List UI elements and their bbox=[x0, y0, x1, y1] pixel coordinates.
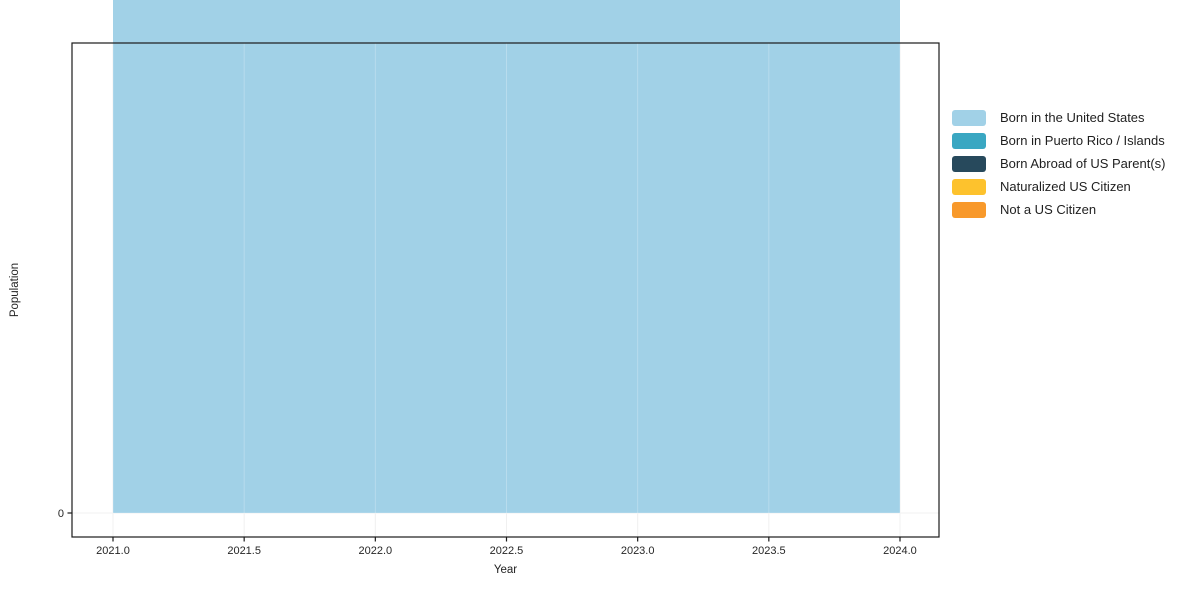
legend-item-born-abroad-of-us-parent-s: Born Abroad of US Parent(s) bbox=[952, 152, 1165, 175]
legend-item-not-a-us-citizen: Not a US Citizen bbox=[952, 198, 1165, 221]
legend-item-born-in-the-united-states: Born in the United States bbox=[952, 106, 1165, 129]
x-tick-label: 2021.0 bbox=[96, 545, 130, 557]
legend-label: Born in Puerto Rico / Islands bbox=[1000, 133, 1165, 148]
legend-label: Born Abroad of US Parent(s) bbox=[1000, 156, 1166, 171]
x-tick-label: 2022.5 bbox=[490, 545, 524, 557]
x-tick-label: 2023.5 bbox=[752, 545, 786, 557]
legend-item-naturalized-us-citizen: Naturalized US Citizen bbox=[952, 175, 1165, 198]
legend-swatch bbox=[952, 155, 986, 172]
y-axis-title: Population bbox=[9, 262, 21, 318]
x-tick-label: 2022.0 bbox=[359, 545, 393, 557]
legend-swatch bbox=[952, 109, 986, 126]
legend: Born in the United States Born in Puerto … bbox=[952, 106, 1165, 221]
legend-swatch bbox=[952, 178, 986, 195]
x-tick-label: 2023.0 bbox=[621, 545, 655, 557]
plot-border bbox=[71, 42, 940, 538]
area-born-in-the-united-states bbox=[113, 0, 900, 513]
legend-label: Naturalized US Citizen bbox=[1000, 179, 1131, 194]
legend-label: Not a US Citizen bbox=[1000, 202, 1097, 217]
legend-swatch bbox=[952, 201, 986, 218]
x-axis-title: Year bbox=[493, 564, 518, 576]
legend-item-born-in-puerto-rico-islands: Born in Puerto Rico / Islands bbox=[952, 129, 1165, 152]
x-tick-label: 2024.0 bbox=[883, 545, 917, 557]
legend-swatch bbox=[952, 132, 986, 149]
legend-label: Born in the United States bbox=[1000, 110, 1145, 125]
y-tick-label: 0 bbox=[58, 508, 64, 520]
x-tick-label: 2021.5 bbox=[227, 545, 261, 557]
